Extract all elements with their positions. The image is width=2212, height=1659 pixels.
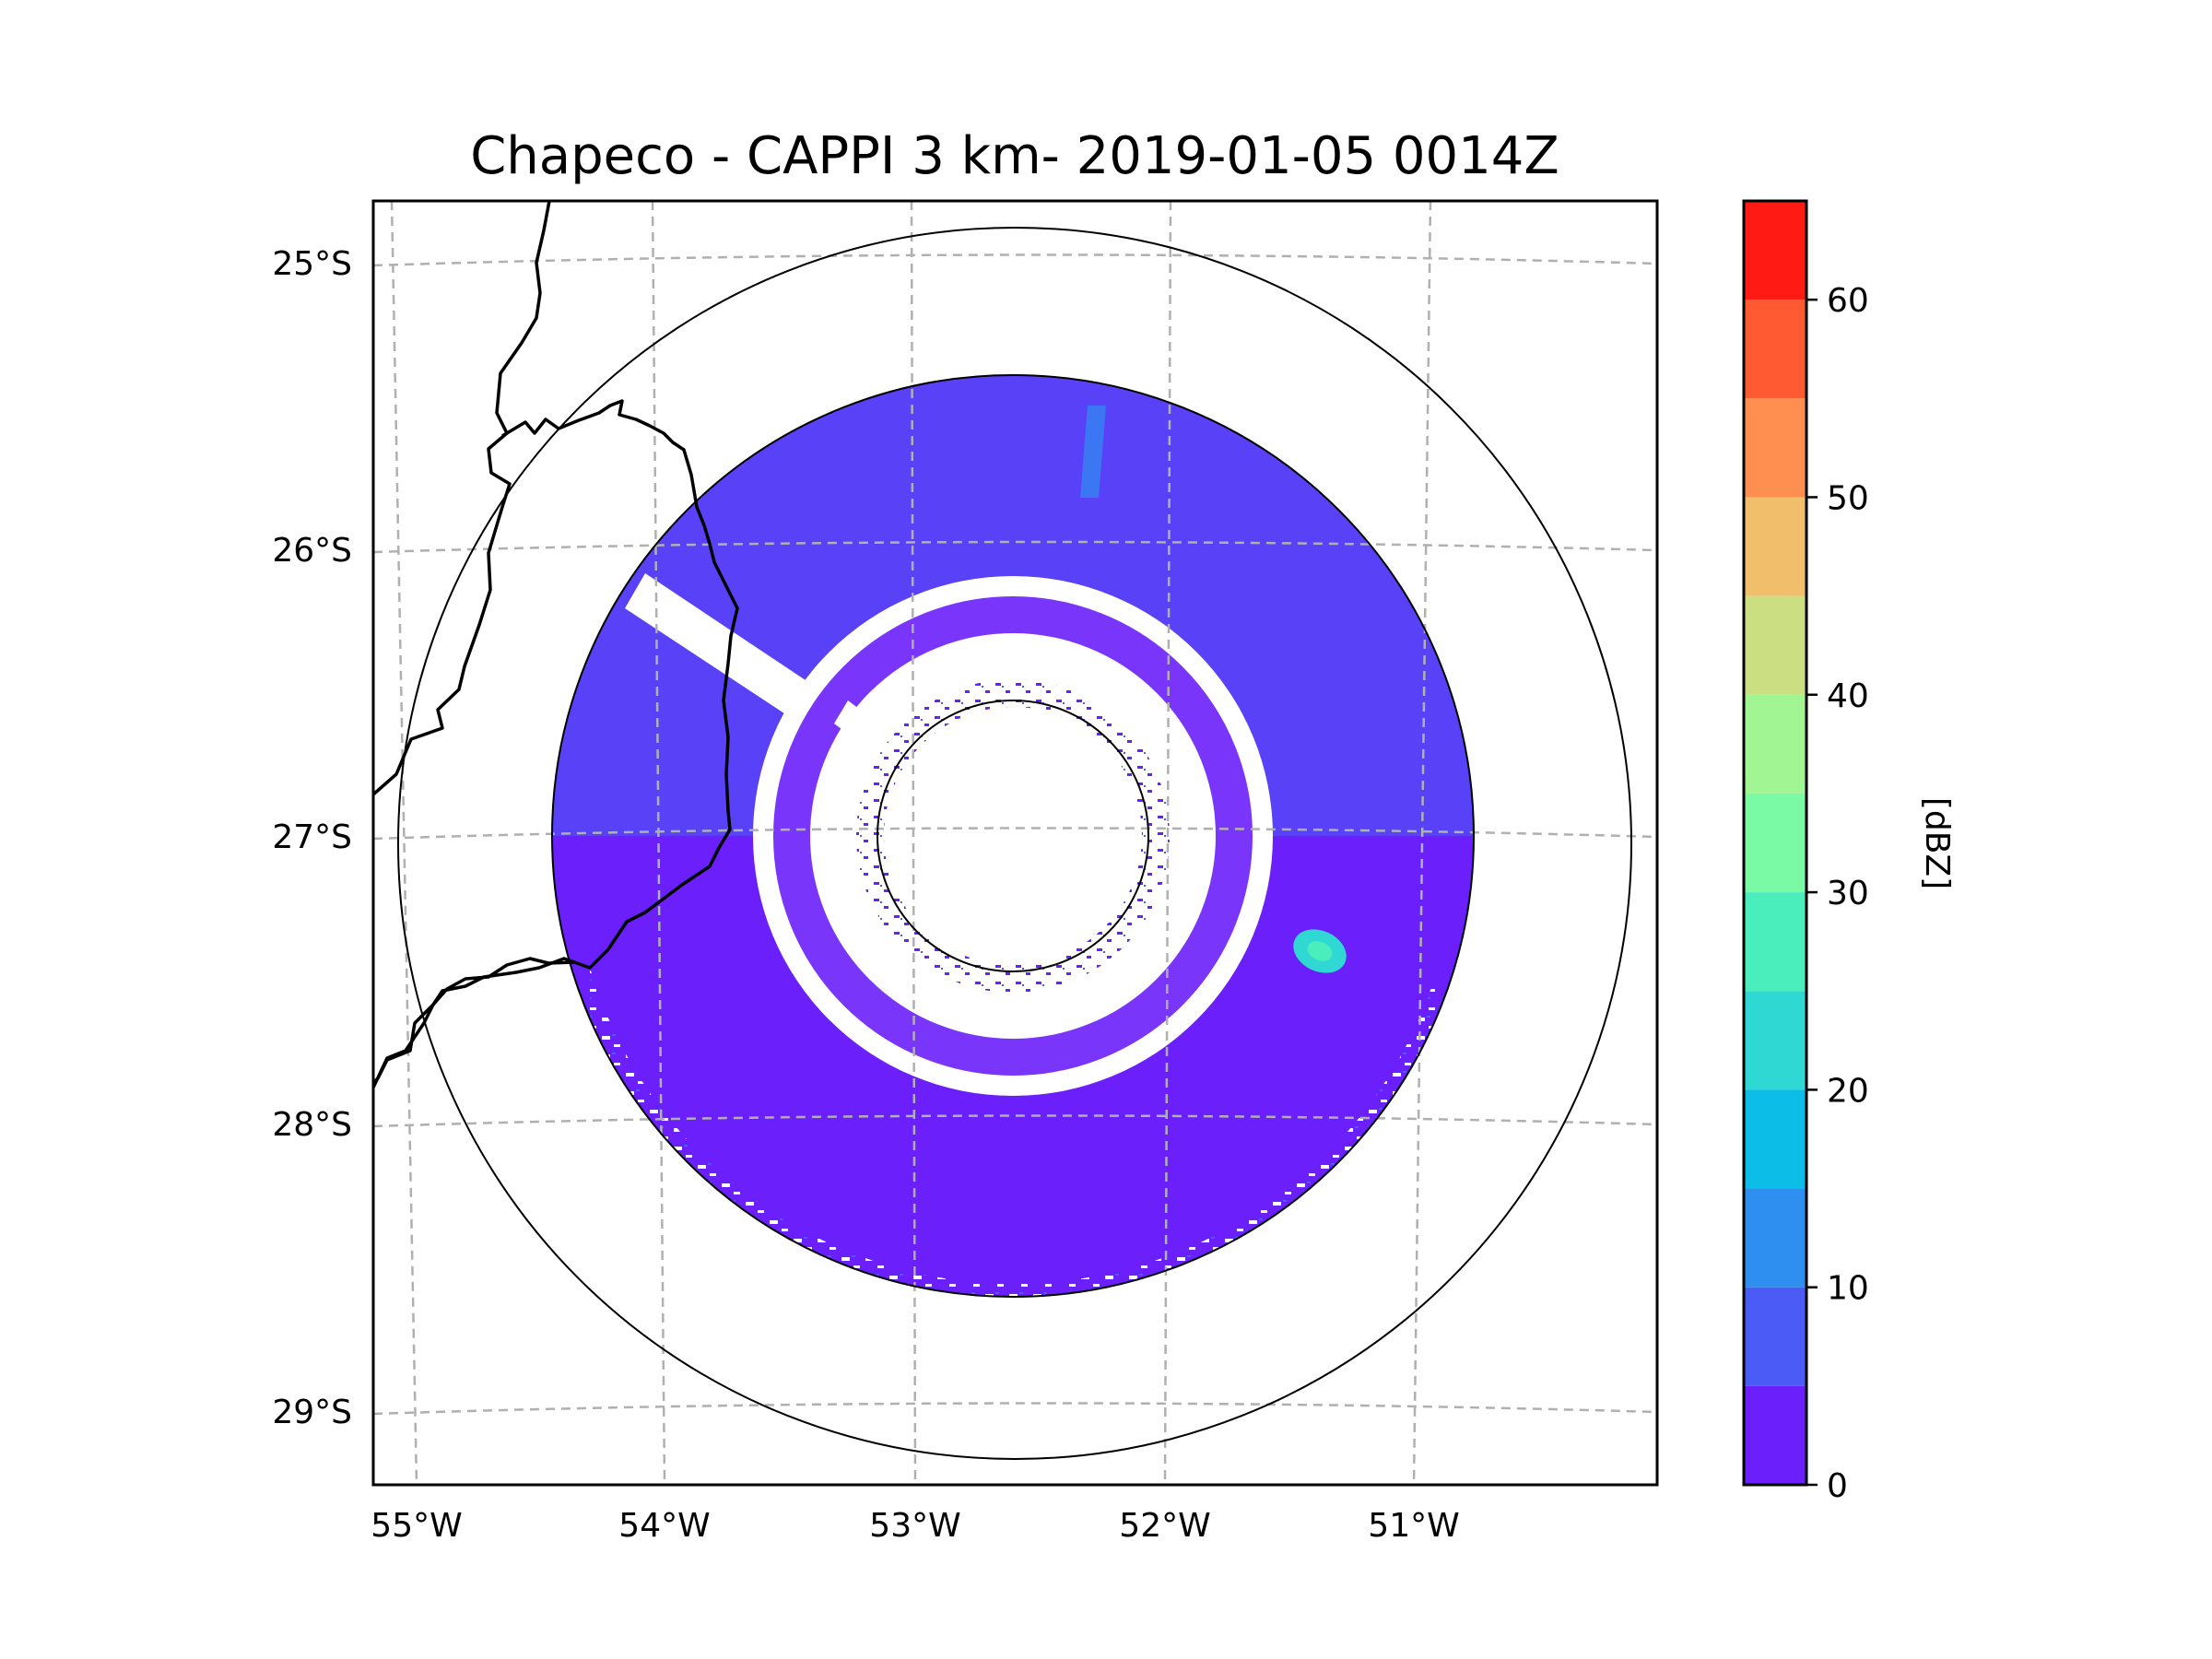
blocked-beam-sector <box>625 573 811 719</box>
colorbar-ticks: 0 10 20 30 40 50 60 <box>1806 282 1869 1505</box>
meridian-54w <box>651 201 666 1485</box>
parallel-25s <box>373 253 1657 267</box>
echo-cell-core <box>1307 941 1333 961</box>
colorbar-frame <box>1742 199 1808 1487</box>
colorbar-band <box>1744 1188 1806 1288</box>
colorbar-band <box>1744 595 1806 695</box>
colorbar-tick-label: 10 <box>1827 1270 1869 1308</box>
political-borders <box>373 201 739 1088</box>
lon-tick-label: 52°W <box>1119 1507 1210 1545</box>
latitude-tick-labels: 25°S 26°S 27°S 28°S 29°S <box>272 245 352 1431</box>
range-ring-250km <box>551 374 1475 1298</box>
lon-tick-label: 53°W <box>869 1507 960 1545</box>
parallel-29s <box>373 1402 1657 1416</box>
meridian-55w <box>390 201 418 1485</box>
meridian-53w <box>910 201 917 1485</box>
meridian-51w <box>1412 201 1432 1485</box>
colorbar-label: [dBZ] <box>1918 797 1956 889</box>
border-brazil-argentina <box>373 399 739 1085</box>
near-range-clear <box>884 707 1142 965</box>
lat-tick-label: 28°S <box>272 1106 352 1144</box>
lon-tick-label: 51°W <box>1368 1507 1459 1545</box>
map-panel <box>371 199 1659 1487</box>
range-ring-100km <box>877 700 1149 972</box>
colorbar-band <box>1744 1287 1806 1386</box>
colorbar-tick-label: 20 <box>1827 1072 1869 1110</box>
parallel-27s <box>373 827 1657 841</box>
colorbar-band <box>1744 300 1806 399</box>
echo-area-north <box>552 375 1474 836</box>
colorbar-band <box>1744 793 1806 893</box>
parallel-26s <box>373 540 1657 554</box>
colorbar-tick-label: 40 <box>1827 677 1869 715</box>
colorbar-tick-label: 50 <box>1827 479 1869 517</box>
lon-tick-label: 54°W <box>618 1507 710 1545</box>
colorbar-bands <box>1744 201 1806 1485</box>
colorbar-band <box>1744 201 1806 300</box>
echo-streak-north <box>1080 406 1106 498</box>
border-argentina-paraguay <box>373 201 551 796</box>
axes-frame <box>371 199 1659 1487</box>
colorbar-band <box>1744 1089 1806 1189</box>
colorbar: 0 10 20 30 40 50 60 [dBZ] <box>1742 199 1956 1505</box>
colorbar-band <box>1744 991 1806 1090</box>
colorbar-band <box>1744 398 1806 498</box>
colorbar-band <box>1744 497 1806 596</box>
plot-title: Chapeco - CAPPI 3 km- 2019-01-05 0014Z <box>470 126 1559 186</box>
inner-echo-ring <box>773 596 1253 1076</box>
colorbar-band <box>1744 1385 1806 1485</box>
colorbar-band <box>1744 892 1806 992</box>
longitude-tick-labels: 55°W 54°W 53°W 52°W 51°W <box>371 1507 1459 1545</box>
lat-tick-label: 26°S <box>272 532 352 570</box>
parallel-28s <box>373 1114 1657 1128</box>
colorbar-tick-label: 0 <box>1827 1467 1848 1505</box>
border-state-line <box>373 957 576 1088</box>
lat-tick-label: 29°S <box>272 1394 352 1431</box>
blocked-beam-sector-2 <box>834 700 885 751</box>
colorbar-tick-label: 30 <box>1827 875 1869 912</box>
colorbar-tick-label: 60 <box>1827 282 1869 320</box>
colorbar-band <box>1744 694 1806 794</box>
lat-tick-label: 27°S <box>272 818 352 856</box>
range-rings <box>397 227 1632 1460</box>
range-ring-400km <box>397 227 1632 1460</box>
lon-tick-label: 55°W <box>371 1507 462 1545</box>
lat-tick-label: 25°S <box>272 245 352 283</box>
